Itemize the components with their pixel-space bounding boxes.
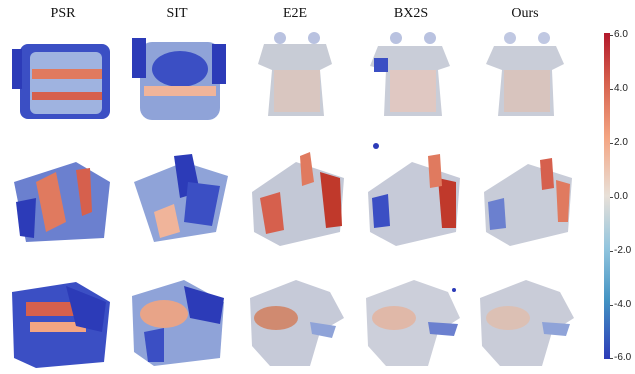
render-e2e-front	[240, 24, 350, 136]
render-bx2s-oblique	[356, 142, 466, 254]
colorbar-tick: 2.0	[614, 137, 628, 148]
colorbar-tick: 4.0	[614, 83, 628, 94]
colorbar-tick: -6.0	[614, 352, 632, 363]
column-header-sit: SIT	[166, 6, 188, 21]
colorbar-tick: -2.0	[614, 245, 632, 256]
render-sit-oblique	[124, 142, 234, 254]
render-e2e-oblique	[240, 142, 350, 254]
render-bx2s-side	[356, 262, 466, 374]
column-header-bx2s: BX2S	[393, 6, 429, 21]
colorbar-tick: 6.0	[614, 29, 628, 40]
column-header-e2e: E2E	[282, 6, 308, 21]
render-bx2s-front	[356, 24, 466, 136]
render-psr-side	[6, 262, 116, 374]
render-psr-front	[8, 24, 118, 136]
column-header-psr: PSR	[50, 6, 76, 21]
render-e2e-side	[240, 262, 350, 374]
colorbar	[604, 33, 610, 359]
colorbar-tick: -4.0	[614, 299, 632, 310]
colorbar-tick: 0.0	[614, 191, 628, 202]
render-ours-front	[470, 24, 580, 136]
render-ours-side	[470, 262, 580, 374]
column-header-ours: Ours	[511, 6, 539, 21]
render-psr-oblique	[6, 142, 116, 254]
render-sit-front	[124, 24, 234, 136]
render-ours-oblique	[470, 142, 580, 254]
render-sit-side	[124, 262, 234, 374]
